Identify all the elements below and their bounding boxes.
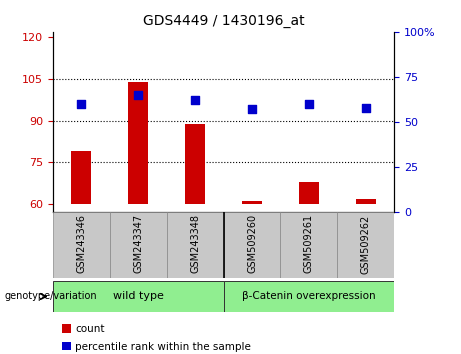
Text: GSM243348: GSM243348 [190,215,200,273]
Text: count: count [75,324,105,334]
Bar [167,212,224,278]
Point [191,98,199,103]
Bar [299,182,319,204]
Bar [53,212,110,278]
Text: genotype/variation: genotype/variation [5,291,97,302]
Bar [185,124,205,204]
Point [305,101,313,107]
Text: GSM509262: GSM509262 [361,215,371,274]
Text: wild type: wild type [113,291,164,302]
Text: percentile rank within the sample: percentile rank within the sample [75,342,251,352]
Bar [337,212,394,278]
Point [78,101,85,107]
Point [362,105,369,110]
Text: GSM509260: GSM509260 [247,215,257,274]
Bar [242,201,262,204]
Bar [280,212,337,278]
Point [248,107,256,112]
Text: GSM243346: GSM243346 [77,215,87,273]
Bar [224,281,394,312]
Bar [224,212,280,278]
Text: β-Catenin overexpression: β-Catenin overexpression [242,291,376,302]
Bar [110,212,167,278]
Text: GSM243347: GSM243347 [133,215,143,274]
Bar [53,281,224,312]
Text: GSM509261: GSM509261 [304,215,314,274]
Point [135,92,142,98]
Bar [71,151,91,204]
Bar [128,82,148,204]
Bar [356,199,376,204]
Title: GDS4449 / 1430196_at: GDS4449 / 1430196_at [143,14,304,28]
